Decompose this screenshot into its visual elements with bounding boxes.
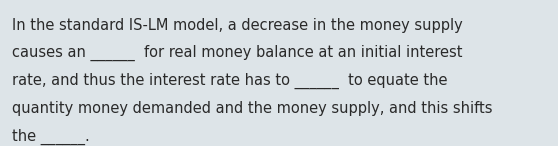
Text: In the standard IS-LM model, a decrease in the money supply: In the standard IS-LM model, a decrease … xyxy=(12,18,463,33)
Text: causes an ______  for real money balance at an initial interest: causes an ______ for real money balance … xyxy=(12,45,463,61)
Text: the ______.: the ______. xyxy=(12,128,90,145)
Text: quantity money demanded and the money supply, and this shifts: quantity money demanded and the money su… xyxy=(12,101,493,116)
Text: rate, and thus the interest rate has to ______  to equate the: rate, and thus the interest rate has to … xyxy=(12,73,448,89)
